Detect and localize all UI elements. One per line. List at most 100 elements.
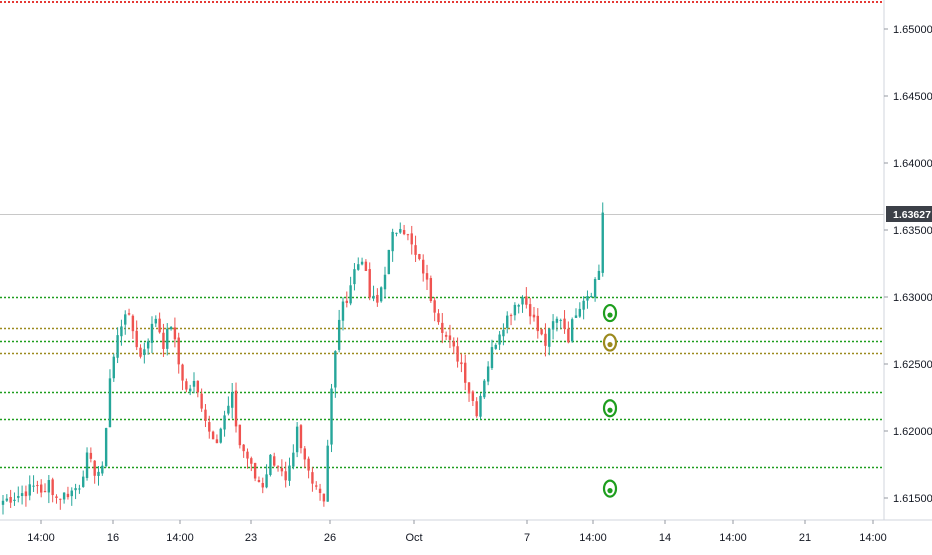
candle-body — [116, 335, 119, 358]
signal-marker-dot — [607, 312, 613, 318]
signal-marker-dot — [607, 341, 613, 348]
signal-marker-dot — [607, 488, 613, 494]
time-tick-label: 14:00 — [859, 532, 887, 544]
candle-body — [223, 415, 226, 430]
candle-body — [181, 364, 184, 381]
candle-body — [502, 329, 505, 337]
time-tick-label: 14:00 — [27, 532, 55, 544]
candle-body — [494, 344, 497, 349]
signal-marker[interactable] — [602, 303, 618, 323]
candle-body — [127, 313, 131, 315]
candle-body — [139, 347, 142, 357]
candle-body — [395, 232, 398, 234]
candle-body — [593, 279, 597, 298]
candle-body — [372, 295, 375, 299]
price-axis[interactable]: 1.65000 1.64500 1.64000 1.63500 1.63000 1.625… — [884, 24, 932, 505]
candle-body — [5, 498, 9, 501]
candle-body — [590, 295, 593, 297]
candles-layer — [1, 202, 604, 515]
candle-body — [422, 259, 425, 274]
candle-body — [387, 249, 391, 275]
candle-body — [185, 381, 188, 390]
time-tick-label: 21 — [799, 532, 811, 544]
candle-body — [284, 471, 287, 481]
candle-body — [433, 300, 436, 313]
candle-body — [402, 230, 406, 235]
candle-body — [66, 493, 70, 498]
candle-body — [219, 428, 222, 443]
candle-body — [131, 315, 135, 332]
time-axis[interactable]: 14:00 16 14:00 23 26 Oct 7 14:00 14 14:00 21 14:00 — [27, 520, 887, 544]
candle-body — [250, 458, 253, 464]
candle-body — [158, 318, 161, 333]
price-tick-label: 1.64500 — [893, 91, 932, 103]
candle-body — [234, 390, 238, 427]
candle-body — [242, 444, 245, 452]
candle-body — [521, 297, 524, 305]
candle-body — [540, 329, 543, 335]
candle-body — [379, 287, 383, 302]
time-tick-label: 23 — [245, 532, 257, 544]
candle-body — [55, 496, 58, 499]
candle-body — [154, 318, 157, 324]
candle-body — [318, 488, 322, 494]
candle-body — [169, 326, 173, 330]
candle-body — [43, 491, 47, 493]
candle-body — [231, 392, 234, 408]
candle-body — [273, 456, 276, 466]
candle-body — [74, 488, 77, 491]
candle-body — [24, 491, 28, 497]
last-price-text: 1.63627 — [893, 209, 931, 221]
candle-body — [59, 498, 62, 500]
candle-body — [311, 472, 314, 484]
candle-body — [299, 425, 303, 449]
candle-body — [162, 332, 165, 349]
signal-marker[interactable] — [602, 399, 618, 418]
candle-body — [150, 323, 154, 343]
candle-body — [341, 301, 345, 321]
markers-layer — [602, 303, 618, 498]
candle-body — [559, 319, 562, 321]
candle-body — [322, 493, 326, 502]
candle-body — [93, 460, 96, 476]
candle-body — [513, 304, 517, 316]
candle-body — [464, 362, 467, 383]
candle-body — [586, 296, 589, 301]
signal-marker[interactable] — [602, 479, 618, 498]
time-tick-label: 26 — [324, 532, 336, 544]
candle-body — [108, 378, 112, 428]
candle-body — [601, 212, 604, 273]
signal-marker[interactable] — [602, 333, 618, 352]
candle-body — [383, 274, 387, 290]
candle-body — [498, 334, 501, 345]
candle-body — [177, 337, 180, 365]
candle-body — [548, 328, 551, 347]
candle-body — [208, 422, 211, 432]
candle-body — [326, 445, 329, 502]
candle-body — [357, 264, 360, 270]
candle-body — [479, 395, 482, 417]
candle-body — [295, 426, 299, 453]
time-tick-label: Oct — [405, 532, 422, 544]
candle-body — [570, 319, 574, 342]
candle-body — [215, 439, 219, 444]
candle-body — [32, 485, 35, 487]
candle-body — [334, 351, 337, 388]
candle-body — [544, 333, 547, 346]
last-price-label-bg — [886, 206, 932, 222]
candle-body — [448, 335, 452, 340]
candle-body — [506, 315, 509, 328]
candle-body — [200, 393, 203, 409]
price-tick-label: 1.61500 — [893, 493, 932, 505]
candle-body — [525, 296, 528, 305]
candle-body — [40, 484, 43, 493]
candle-body — [70, 490, 73, 497]
candle-body — [406, 234, 410, 236]
candle-body — [120, 326, 123, 337]
candle-body — [536, 315, 539, 332]
candle-body — [112, 356, 115, 379]
candle-body — [51, 479, 54, 496]
time-tick-label: 7 — [524, 532, 530, 544]
